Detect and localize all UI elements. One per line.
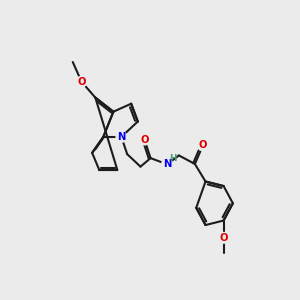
Text: N: N [117, 132, 125, 142]
Circle shape [76, 76, 87, 87]
Text: H: H [169, 154, 177, 163]
Circle shape [198, 140, 208, 151]
Text: N: N [163, 159, 171, 169]
Text: O: O [219, 233, 228, 243]
Text: O: O [199, 140, 207, 150]
Circle shape [116, 132, 127, 142]
Circle shape [162, 159, 172, 169]
Text: O: O [140, 135, 149, 145]
Text: O: O [77, 77, 86, 87]
Circle shape [218, 232, 229, 243]
Circle shape [139, 134, 150, 145]
